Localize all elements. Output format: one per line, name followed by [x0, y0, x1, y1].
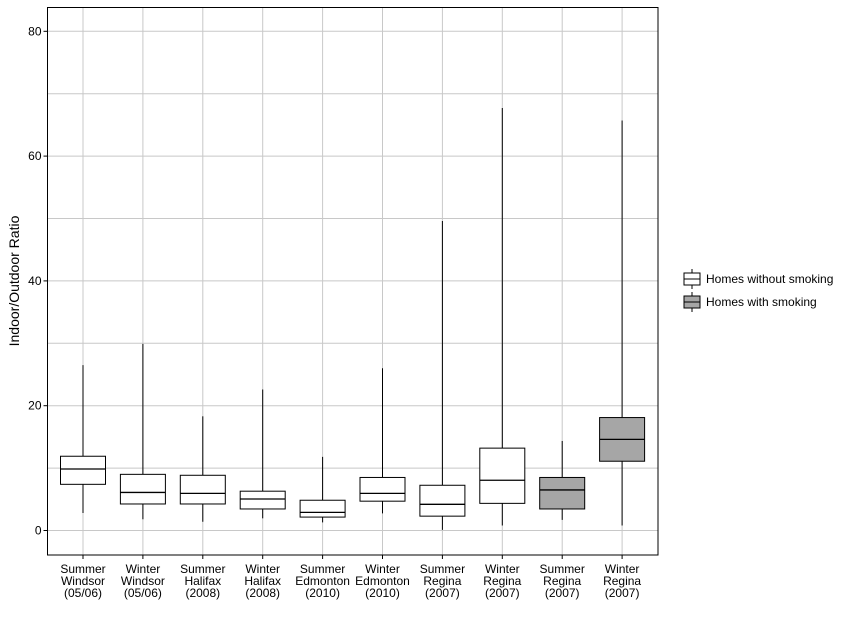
box-5: [359, 368, 406, 514]
x-tick-label: Summer Edmonton (2010): [295, 562, 350, 600]
box-iqr: [299, 499, 346, 518]
x-axis: Summer Windsor (05/06) Winter Windsor (05/06)…: [60, 555, 641, 600]
legend-label: Homes without smoking: [706, 272, 833, 286]
y-axis-title: Indoor/Outdoor Ratio: [6, 215, 22, 346]
box-series: [60, 108, 646, 530]
x-tick-label: Summer Regina (2007): [540, 562, 585, 600]
box-iqr: [419, 484, 466, 517]
gridlines: [47, 7, 658, 555]
box-iqr: [119, 473, 166, 505]
box-iqr: [359, 476, 406, 502]
y-tick-label: 20: [28, 399, 42, 413]
x-tick-label: Winter Edmonton (2010): [355, 562, 410, 600]
x-tick-label: Summer Regina (2007): [420, 562, 465, 600]
y-axis: 0 20 40 60 80: [28, 24, 48, 538]
x-tick-label: Winter Regina (2007): [603, 562, 641, 600]
x-tick-label: Winter Windsor (05/06): [121, 562, 165, 600]
y-tick-label: 40: [28, 274, 42, 288]
legend-label: Homes with smoking: [706, 295, 817, 309]
legend-item-0: Homes without smoking: [683, 269, 833, 289]
box-iqr: [479, 447, 526, 504]
box-iqr: [179, 474, 226, 505]
legend-item-1: Homes with smoking: [683, 292, 817, 312]
y-tick-label: 0: [35, 524, 42, 538]
box-8: [539, 440, 586, 520]
box-9: [599, 120, 646, 526]
box-1: [119, 343, 166, 520]
box-4: [299, 456, 346, 523]
box-iqr: [539, 476, 586, 510]
legend: Homes without smoking Homes with smoking: [683, 269, 833, 312]
box-iqr: [60, 455, 106, 485]
x-tick-label: Winter Halifax (2008): [244, 562, 281, 600]
box-0: [60, 365, 106, 514]
x-tick-label: Summer Halifax (2008): [180, 562, 225, 600]
x-tick-label: Winter Regina (2007): [483, 562, 521, 600]
y-tick-label: 80: [28, 24, 42, 38]
x-tick-label: Summer Windsor (05/06): [60, 562, 105, 600]
box-iqr: [239, 490, 286, 510]
box-7: [479, 108, 526, 526]
y-tick-label: 60: [28, 149, 42, 163]
box-2: [179, 416, 226, 522]
box-6: [419, 220, 466, 530]
box-3: [239, 389, 286, 519]
